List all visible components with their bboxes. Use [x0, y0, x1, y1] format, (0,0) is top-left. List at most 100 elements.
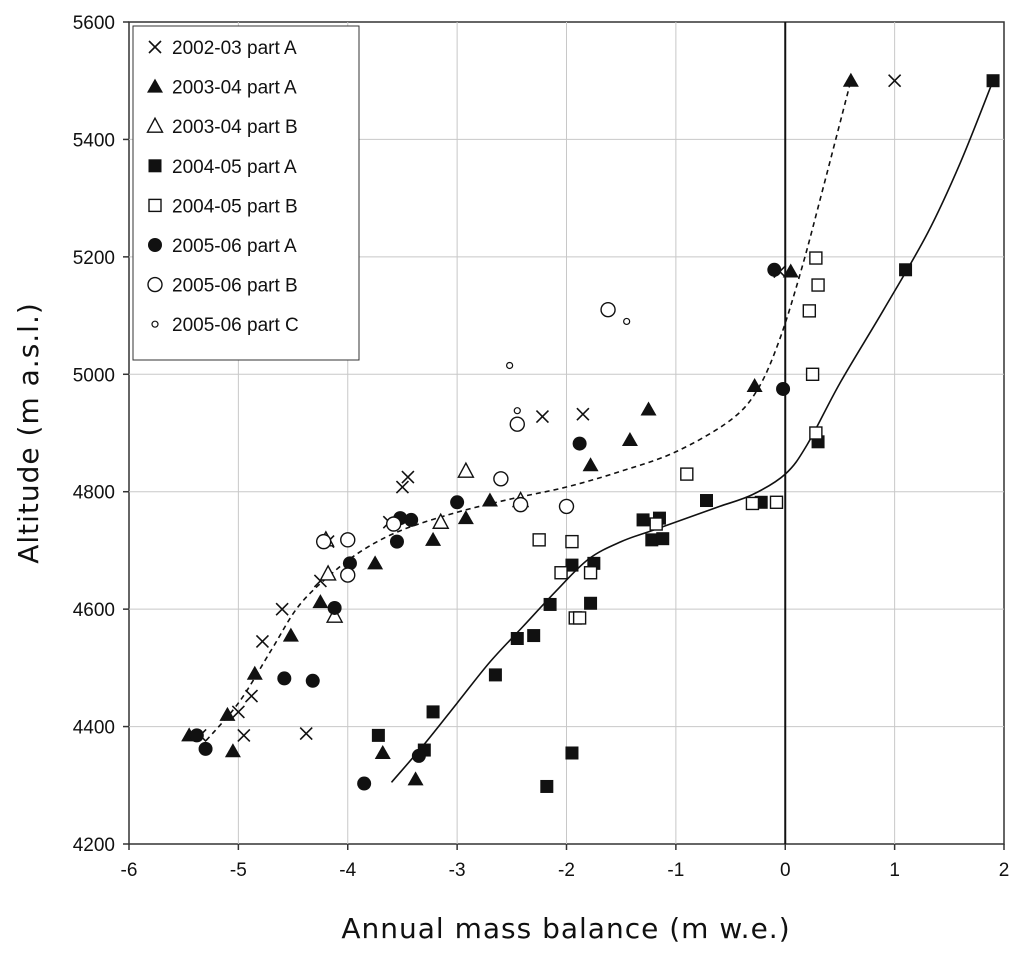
data-point — [340, 567, 356, 583]
legend-box — [132, 25, 360, 361]
x-tick-label: 0 — [780, 860, 791, 881]
data-point — [811, 278, 825, 292]
data-point — [282, 627, 299, 642]
legend-marker — [146, 116, 164, 133]
series-1-points — [181, 72, 859, 786]
y-axis-title: Altitude (m a.s.l.) — [12, 302, 45, 564]
data-point — [246, 665, 263, 680]
series-6-points — [315, 302, 616, 583]
data-point — [385, 516, 402, 532]
data-point — [512, 496, 529, 513]
data-point — [319, 564, 337, 581]
legend-entry: 2003-04 part A — [147, 78, 297, 99]
data-point — [255, 634, 270, 649]
data-point — [767, 262, 782, 277]
legend-entry: 2005-06 part B — [147, 276, 298, 297]
data-point — [782, 263, 799, 278]
data-point — [640, 401, 657, 416]
y-tick-label: 5000 — [73, 365, 115, 386]
data-point — [558, 498, 575, 515]
data-point — [769, 495, 784, 509]
data-point — [244, 689, 259, 703]
series-3-points — [371, 74, 1000, 793]
data-point — [842, 72, 859, 87]
x-tick-label: -3 — [449, 860, 466, 881]
data-point — [432, 512, 450, 529]
legend-entry: 2004-05 part A — [148, 157, 297, 178]
x-tick-label: 1 — [889, 860, 900, 881]
data-point — [450, 495, 465, 510]
data-point — [554, 566, 568, 580]
data-point — [809, 426, 823, 440]
data-point — [700, 494, 713, 508]
data-point — [506, 361, 514, 370]
legend-marker — [148, 238, 162, 252]
series-7-points — [506, 317, 631, 415]
data-point — [540, 779, 554, 793]
data-point — [189, 728, 204, 743]
legend: 2002-03 part A 2003-04 part A 2003-04 part… — [132, 25, 360, 361]
data-point — [457, 461, 475, 478]
data-point — [745, 496, 760, 511]
legend-label: 2004-05 part B — [172, 196, 298, 217]
data-point — [809, 251, 823, 265]
data-point — [237, 728, 251, 742]
data-point — [656, 532, 670, 546]
data-point — [305, 673, 320, 688]
legend-marker — [148, 159, 162, 173]
data-point — [493, 471, 509, 487]
y-tick-label: 4200 — [73, 835, 115, 856]
data-point — [513, 407, 521, 415]
data-point — [367, 555, 384, 570]
data-point — [411, 748, 426, 763]
data-point — [510, 632, 524, 645]
fit-curves — [199, 80, 994, 783]
series-5-points — [189, 262, 791, 791]
y-tick-label: 5200 — [73, 248, 115, 269]
x-tick-label: -6 — [121, 860, 138, 881]
data-point — [582, 457, 599, 472]
data-point — [342, 556, 357, 571]
x-tick-label: -2 — [558, 860, 575, 881]
data-point — [395, 480, 410, 494]
data-point — [986, 74, 1000, 88]
data-point — [389, 534, 404, 549]
data-point — [425, 531, 442, 546]
legend-label: 2002-03 part A — [172, 38, 297, 59]
data-point — [404, 512, 419, 527]
data-point — [231, 705, 245, 719]
legend-marker — [147, 78, 163, 93]
data-point — [623, 317, 631, 326]
x-tick-label: -1 — [667, 860, 684, 881]
data-point — [401, 470, 415, 484]
data-point — [532, 533, 546, 547]
data-point — [776, 381, 791, 396]
y-tick-label: 4600 — [73, 600, 115, 621]
data-point — [312, 594, 329, 609]
data-point — [636, 513, 650, 527]
data-point — [565, 558, 579, 572]
data-point — [299, 727, 313, 741]
data-point — [457, 510, 474, 525]
data-point — [621, 432, 638, 447]
data-point — [805, 367, 820, 381]
legend-entry: 2003-04 part B — [146, 116, 298, 138]
data-point — [565, 746, 579, 760]
y-tick-labels: 4200 4400 4600 4800 5000 5200 5400 5600 — [73, 13, 129, 856]
x-tick-labels: -6 -5 -4 -3 -2 -1 0 1 2 — [121, 844, 1009, 881]
y-tick-label: 4800 — [73, 483, 115, 504]
data-point — [565, 534, 579, 549]
legend-label: 2003-04 part B — [172, 117, 298, 138]
data-point — [277, 671, 292, 686]
legend-entry: 2005-06 part C — [151, 315, 299, 336]
legend-entry: 2002-03 part A — [148, 38, 297, 59]
legend-label: 2005-06 part A — [172, 236, 297, 257]
data-point — [426, 705, 440, 719]
y-tick-label: 5400 — [73, 130, 115, 151]
data-point — [527, 629, 541, 643]
legend-label: 2005-06 part B — [172, 276, 298, 297]
dashed-fit-curve — [199, 80, 852, 748]
data-point — [481, 492, 498, 507]
data-point — [275, 602, 289, 616]
data-point — [680, 467, 694, 481]
